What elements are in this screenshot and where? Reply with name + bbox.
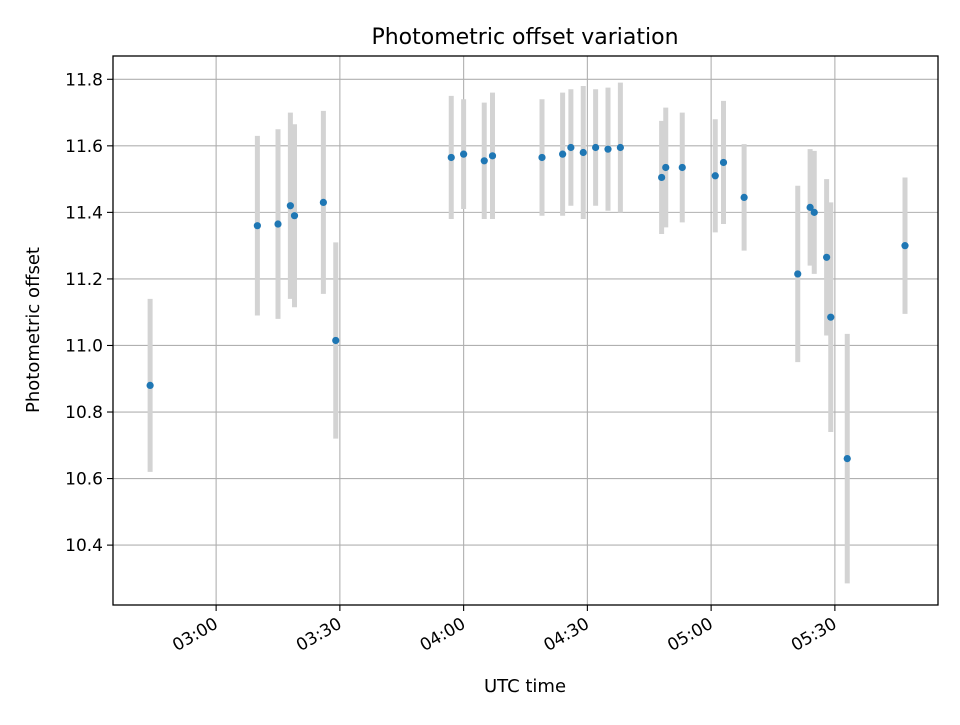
data-point — [843, 455, 851, 463]
y-tick-label: 10.6 — [65, 470, 103, 490]
plot-frame — [112, 55, 939, 606]
data-point — [274, 220, 282, 228]
data-point — [460, 150, 468, 158]
data-point — [332, 336, 340, 345]
data-point — [810, 208, 818, 216]
y-axis-label: Photometric offset — [23, 247, 44, 413]
data-point — [253, 222, 261, 230]
data-point — [579, 148, 587, 157]
data-point — [901, 242, 909, 250]
data-point — [711, 172, 719, 180]
data-point — [592, 143, 600, 152]
data-point — [567, 143, 575, 152]
data-point — [604, 145, 612, 153]
data-point — [319, 198, 327, 206]
data-point — [823, 253, 831, 261]
data-point — [806, 203, 814, 211]
y-tick-label: 11.2 — [65, 270, 103, 290]
data-point — [559, 150, 567, 158]
data-point — [538, 153, 546, 162]
y-tick-label: 11.0 — [65, 336, 103, 356]
data-point — [286, 202, 294, 210]
data-point — [616, 143, 624, 152]
y-tick-label: 11.8 — [65, 70, 103, 90]
data-point — [662, 163, 670, 172]
data-point — [290, 212, 299, 220]
y-tick-label: 11.4 — [65, 203, 103, 223]
x-axis-label: UTC time — [484, 676, 566, 697]
data-point — [719, 158, 728, 167]
data-point — [678, 163, 686, 172]
data-point — [488, 152, 497, 160]
y-tick-label: 11.6 — [65, 137, 103, 157]
data-point — [794, 270, 802, 278]
data-points — [146, 143, 909, 463]
data-point — [658, 173, 666, 182]
grid — [113, 56, 938, 605]
data-point — [447, 153, 455, 162]
chart-title: Photometric offset variation — [371, 25, 678, 50]
data-point — [146, 381, 154, 389]
data-point — [480, 157, 488, 165]
data-point — [740, 193, 748, 202]
data-point — [827, 313, 835, 321]
y-tick-label: 10.8 — [65, 403, 103, 423]
y-tick-label: 10.4 — [65, 536, 103, 556]
